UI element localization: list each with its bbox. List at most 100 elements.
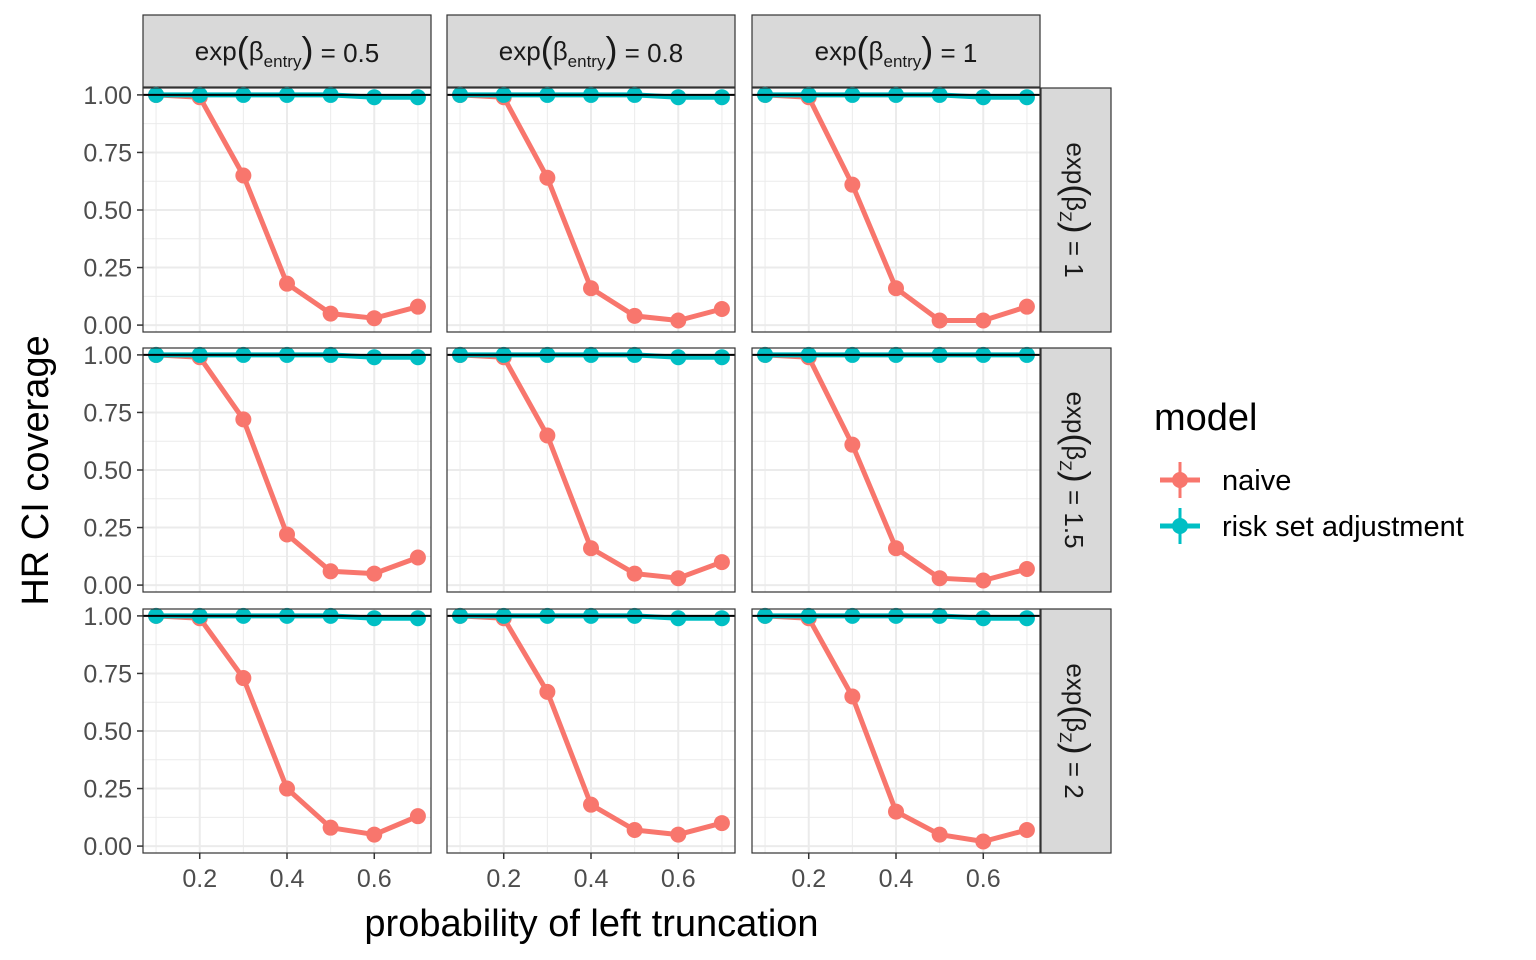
column-strip-1 [142,14,432,88]
panel-r2c1-naive-point [235,411,252,428]
panel-r3c3-naive-point [888,803,904,820]
y-tick-label: 0.75 [83,139,132,167]
x-tick-label: 0.6 [357,865,392,893]
panel-r3c2-naive-point [583,796,599,813]
column-strip-1-subscript: entry [264,52,302,71]
panel-r1c1-naive-point [366,310,383,327]
row-strip-2-suffix: = 1.5 [1059,483,1089,549]
x-axis-title: probability of left truncation [364,903,818,945]
panel-r2c2-naive-point [583,540,599,557]
panel-r1c2-naive-point [583,280,599,297]
row-strip-2-subscript: Z [1056,460,1075,470]
panel-r2c2-naive-point [539,427,556,444]
column-strip-1-suffix: = 0.5 [313,38,379,68]
row-strip-label-2: exp(βZ) = 1.5 [1056,391,1098,548]
panel-r2c1-naive-point [409,549,426,566]
panel-r1c3-naive-point [931,312,948,329]
panel-r2c1-naive-point [279,526,295,543]
column-strip-3-suffix: = 1 [933,38,977,68]
row-strip-label-3: exp(βZ) = 2 [1056,663,1098,798]
row-strip-1-paren-close: ) [1057,222,1098,234]
y-tick-label: 0.50 [83,197,132,225]
legend-entry-label-2: risk set adjustment [1222,511,1464,543]
panel-r2c3-naive-point [975,572,992,589]
row-strip-3-symbol: β [1061,717,1091,732]
y-tick-label: 1.00 [83,82,132,110]
panel-r2c2-naive-point [670,570,687,587]
panel-r3c3-naive-point [1018,821,1035,838]
panel-r3c1-risk-set-point [366,610,383,627]
column-strip-3-symbol: β [869,36,884,66]
column-strip-3-paren: ( [857,29,869,70]
panel-r2c2-border [446,347,736,593]
panel-r1c1-naive-point [279,275,295,292]
panel-r2c2-risk-set-point [670,349,687,366]
panel-r3c2-risk-set-point [670,610,687,627]
y-tick-label: 0.25 [83,776,132,804]
panel-r3c1-naive-point [235,670,252,687]
column-strip-2-prefix: exp [499,36,541,66]
row-strip-3-prefix: exp [1061,663,1091,705]
panel-r1c3-risk-set-point [1018,89,1035,106]
panel-r1c2-border [446,87,736,333]
panel-r3c3-risk-set-point [975,610,992,627]
legend-entry-label-1: naive [1222,465,1291,497]
panel-r1c3-naive-point [975,312,992,329]
panel-r2c2-naive-point [713,554,730,571]
row-strip-1-prefix: exp [1061,142,1091,184]
y-tick-label: 0.50 [83,718,132,746]
panel-r3c2-naive-point [713,815,730,832]
panel-r3c1-naive-point [322,819,339,836]
column-strip-2-paren: ( [541,29,553,70]
column-strip-3-paren-close: ) [921,29,933,70]
panel-r2c3-naive-point [844,436,861,453]
y-axis-title: HR CI coverage [15,335,57,605]
panel-r2c1-risk-set-point [409,349,426,366]
row-strip-2-paren-close: ) [1057,471,1098,483]
y-tick-label: 0.50 [83,457,132,485]
panel-r3c2-naive-point [670,826,687,843]
y-tick-label: 1.00 [83,342,132,370]
column-strip-label-3: exp(βentry) = 1 [815,29,978,71]
row-strip-1 [1040,87,1112,333]
legend-key-point-1 [1172,472,1188,488]
panel-r2c2-naive-point [626,565,643,582]
row-strip-1-subscript: Z [1056,211,1075,221]
panel-r2c3-border [751,347,1041,593]
column-strip-3 [751,14,1041,88]
panel-r1c2-naive-point [670,312,687,329]
column-strip-label-2: exp(βentry) = 0.8 [499,29,683,71]
legend-title: model [1154,397,1258,439]
panel-r3c1-naive-point [366,826,383,843]
row-strip-2-symbol: β [1061,445,1091,460]
column-strip-1-paren-close: ) [301,29,313,70]
row-strip-2-prefix: exp [1061,391,1091,433]
y-tick-label: 0.75 [83,399,132,427]
panel-r1c3-border [751,87,1041,333]
row-strip-3-suffix: = 2 [1059,755,1089,799]
y-tick-label: 0.75 [83,660,132,688]
panel-r1c3-risk-set-point [975,89,992,106]
row-strip-3-paren: ( [1057,705,1098,717]
panel-r3c3-naive-point [975,833,992,850]
row-strip-2 [1040,347,1112,593]
panel-r1c1-risk-set-point [366,89,383,106]
panel-r3c2-naive-point [539,683,556,700]
column-strip-2-suffix: = 0.8 [617,38,683,68]
panel-r1c2-naive-point [539,169,556,186]
row-strip-1-symbol: β [1061,196,1091,211]
column-strip-2-symbol: β [553,36,568,66]
y-tick-label: 1.00 [83,603,132,631]
panel-r2c1-risk-set-point [366,349,383,366]
y-tick-label: 0.25 [83,515,132,543]
panel-r3c2-naive-point [626,821,643,838]
column-strip-1-prefix: exp [195,36,237,66]
panel-r1c2-naive-point [626,307,643,324]
row-strip-label-1: exp(βZ) = 1 [1056,142,1098,277]
x-tick-label: 0.2 [486,865,521,893]
row-strip-2-paren: ( [1057,433,1098,445]
panel-r2c3-naive-point [1018,560,1035,577]
row-strip-1-suffix: = 1 [1059,234,1089,278]
panel-r2c3-naive-point [888,540,904,557]
row-strip-3-paren-close: ) [1057,743,1098,755]
